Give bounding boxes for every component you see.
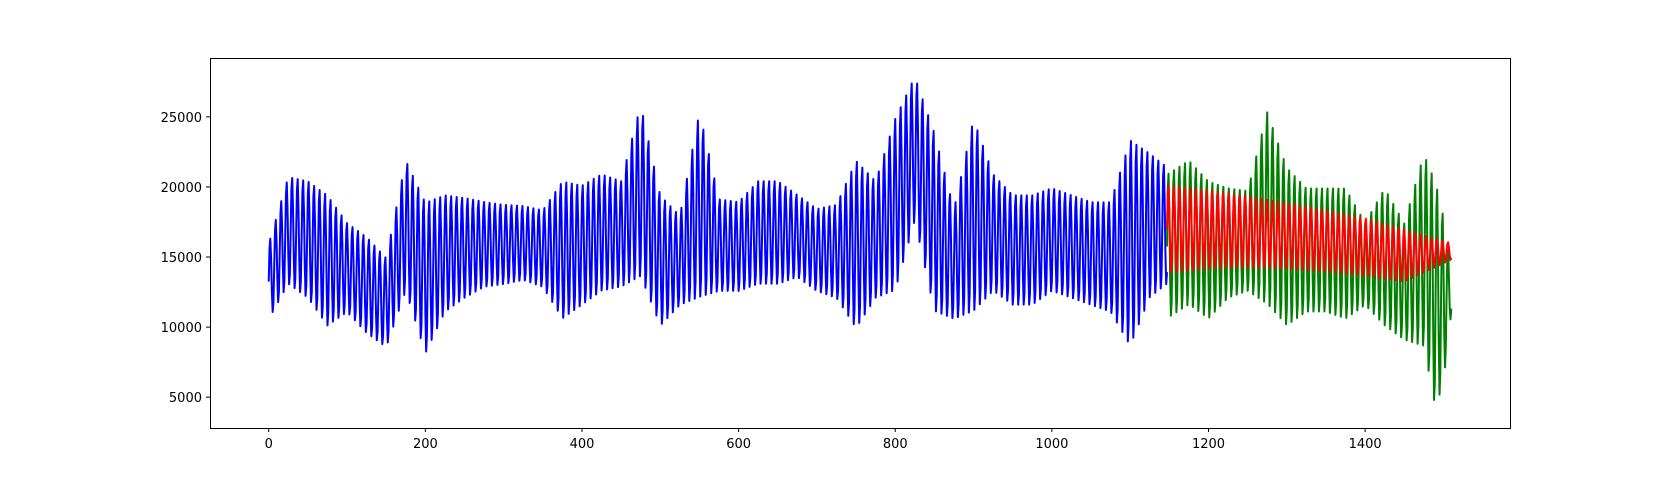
x-tick-label: 800 — [883, 437, 908, 452]
y-tick-label: 20000 — [161, 181, 202, 196]
plot-lines — [267, 82, 1453, 401]
series-line-3 — [1165, 184, 1453, 283]
y-tick-label: 5000 — [169, 391, 202, 406]
x-tick-label: 0 — [265, 437, 273, 452]
y-tick-label: 10000 — [161, 321, 202, 336]
x-axis: 0 200 400 600 800 1000 1200 1400 — [265, 428, 1382, 452]
x-tick-label: 1400 — [1349, 437, 1382, 452]
y-tick-label: 25000 — [161, 111, 202, 126]
x-tick-label: 1000 — [1035, 437, 1068, 452]
plot-frame — [210, 58, 1511, 429]
x-tick-label: 600 — [726, 437, 751, 452]
x-tick-label: 1200 — [1192, 437, 1225, 452]
x-tick-label: 400 — [570, 437, 595, 452]
series-line-1 — [267, 82, 1168, 353]
series-line-2 — [1165, 111, 1453, 401]
y-axis: 5000 10000 15000 20000 25000 — [161, 111, 210, 406]
x-tick-label: 200 — [413, 437, 438, 452]
y-tick-label: 15000 — [161, 251, 202, 266]
